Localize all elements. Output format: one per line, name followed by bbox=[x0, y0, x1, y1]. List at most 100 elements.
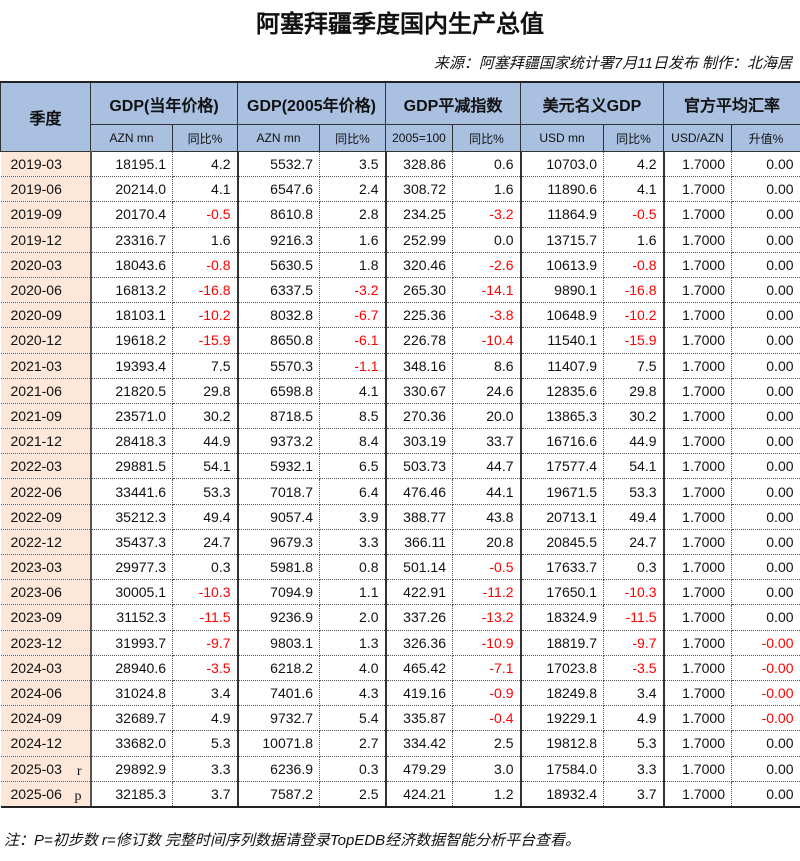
value-cell: 30005.1 bbox=[90, 579, 173, 606]
value-cell: 308.72 bbox=[385, 176, 453, 203]
value-cell: 4.9 bbox=[172, 705, 239, 732]
value-cell: 6547.6 bbox=[237, 176, 320, 203]
period-cell: 2023-03 bbox=[0, 554, 92, 581]
value-cell: 0.00 bbox=[731, 604, 800, 631]
header-group: GDP(2005年价格) bbox=[237, 81, 386, 125]
period-cell: 2021-09 bbox=[0, 403, 92, 430]
value-cell: 13715.7 bbox=[520, 227, 604, 253]
value-cell: 8.5 bbox=[319, 403, 387, 430]
value-cell: -10.3 bbox=[603, 579, 665, 606]
value-cell: 476.46 bbox=[385, 478, 453, 505]
value-cell: 4.1 bbox=[603, 176, 665, 203]
value-cell: 0.00 bbox=[731, 176, 800, 203]
value-cell: 0.00 bbox=[731, 579, 800, 606]
table-row: 2021-09 23571.0 30.2 8718.5 8.5 270.36 20.0 138… bbox=[0, 403, 800, 430]
period-label: 2022-06 bbox=[10, 483, 62, 500]
value-cell: 2.5 bbox=[319, 781, 387, 808]
value-cell: 10648.9 bbox=[520, 302, 604, 329]
period-label: 2022-12 bbox=[10, 533, 62, 550]
value-cell: -10.2 bbox=[172, 302, 239, 329]
value-cell: -15.9 bbox=[603, 327, 665, 354]
header-group: 美元名义GDP bbox=[520, 81, 664, 125]
table-row: 2019-09 20170.4 -0.5 8610.8 2.8 234.25 -3.2 118… bbox=[0, 201, 800, 228]
value-cell: 303.19 bbox=[385, 428, 453, 455]
value-cell: 1.7000 bbox=[663, 277, 732, 304]
period-label: 2023-03 bbox=[10, 559, 62, 576]
value-cell: 54.1 bbox=[172, 453, 239, 480]
value-cell: 0.00 bbox=[731, 277, 800, 304]
value-cell: 0.00 bbox=[731, 378, 800, 404]
value-cell: 44.9 bbox=[172, 428, 239, 455]
value-cell: 19812.8 bbox=[520, 730, 604, 757]
value-cell: 2.4 bbox=[319, 176, 387, 203]
value-cell: 29881.5 bbox=[90, 453, 173, 480]
value-cell: 3.3 bbox=[172, 756, 239, 782]
header-sub: 同比% bbox=[172, 124, 238, 152]
value-cell: 17633.7 bbox=[520, 554, 604, 581]
value-cell: 19671.5 bbox=[520, 478, 604, 505]
gdp-table: 季度 GDP(当年价格) GDP(2005年价格) GDP平减指数 美元名义GD… bbox=[0, 81, 800, 808]
value-cell: 30.2 bbox=[172, 403, 239, 430]
header-sub: AZN mn bbox=[237, 124, 320, 152]
value-cell: -0.00 bbox=[731, 680, 800, 707]
value-cell: 3.4 bbox=[603, 680, 665, 707]
value-cell: -6.7 bbox=[319, 302, 387, 329]
value-cell: 5570.3 bbox=[237, 353, 320, 379]
value-cell: 1.7000 bbox=[663, 579, 732, 606]
value-cell: 1.7000 bbox=[663, 504, 732, 530]
value-cell: 424.21 bbox=[385, 781, 453, 808]
value-cell: 1.3 bbox=[319, 630, 387, 656]
value-cell: -0.5 bbox=[452, 554, 522, 581]
value-cell: 0.00 bbox=[731, 453, 800, 480]
value-cell: 3.0 bbox=[452, 756, 522, 782]
value-cell: -11.5 bbox=[172, 604, 239, 631]
value-cell: 18819.7 bbox=[520, 630, 604, 656]
period-label: 2023-09 bbox=[10, 609, 62, 626]
value-cell: 20.8 bbox=[452, 529, 522, 556]
value-cell: 1.7000 bbox=[663, 302, 732, 329]
value-cell: 501.14 bbox=[385, 554, 453, 581]
value-cell: 44.9 bbox=[603, 428, 665, 455]
period-label: 2024-12 bbox=[10, 735, 62, 752]
value-cell: 11864.9 bbox=[520, 201, 604, 228]
period-cell: 2019-03 bbox=[0, 151, 92, 178]
period-cell: 2022-12 bbox=[0, 529, 92, 556]
value-cell: 7094.9 bbox=[237, 579, 320, 606]
table-row: 2024-09 32689.7 4.9 9732.7 5.4 335.87 -0.4 1922… bbox=[0, 705, 800, 732]
value-cell: 0.00 bbox=[731, 403, 800, 430]
value-cell: 17577.4 bbox=[520, 453, 604, 480]
value-cell: -0.5 bbox=[172, 201, 239, 228]
value-cell: 422.91 bbox=[385, 579, 453, 606]
value-cell: 252.99 bbox=[385, 227, 453, 253]
period-cell: 2021-03 bbox=[0, 353, 92, 379]
value-cell: 1.7000 bbox=[663, 554, 732, 581]
value-cell: 1.7000 bbox=[663, 403, 732, 430]
source-line: 来源：阿塞拜疆国家统计署7月11日发布 制作：北海居 bbox=[433, 55, 792, 72]
value-cell: 0.00 bbox=[731, 252, 800, 278]
value-cell: 225.36 bbox=[385, 302, 453, 329]
revision-mark: p bbox=[74, 788, 82, 804]
period-label: 2024-06 bbox=[10, 685, 62, 702]
value-cell: 0.8 bbox=[319, 554, 387, 581]
value-cell: 31024.8 bbox=[90, 680, 173, 707]
value-cell: 1.7000 bbox=[663, 604, 732, 631]
value-cell: 9732.7 bbox=[237, 705, 320, 732]
value-cell: 0.00 bbox=[731, 756, 800, 782]
value-cell: 1.8 bbox=[319, 252, 387, 278]
value-cell: 18249.8 bbox=[520, 680, 604, 707]
header-sub: USD/AZN bbox=[663, 124, 732, 152]
value-cell: -13.2 bbox=[452, 604, 522, 631]
value-cell: 1.6 bbox=[172, 227, 239, 253]
value-cell: 4.3 bbox=[319, 680, 387, 707]
value-cell: 54.1 bbox=[603, 453, 665, 480]
period-cell: 2021-12 bbox=[0, 428, 92, 455]
value-cell: 1.7000 bbox=[663, 428, 732, 455]
value-cell: 337.26 bbox=[385, 604, 453, 631]
table-row: 2024-06 31024.8 3.4 7401.6 4.3 419.16 -0.9 1824… bbox=[0, 680, 800, 707]
value-cell: 28940.6 bbox=[90, 655, 173, 681]
value-cell: 4.0 bbox=[319, 655, 387, 681]
value-cell: 10613.9 bbox=[520, 252, 604, 278]
table-row: 2021-12 28418.3 44.9 9373.2 8.4 303.19 33.7 167… bbox=[0, 428, 800, 455]
value-cell: 0.00 bbox=[731, 478, 800, 505]
value-cell: 9890.1 bbox=[520, 277, 604, 304]
